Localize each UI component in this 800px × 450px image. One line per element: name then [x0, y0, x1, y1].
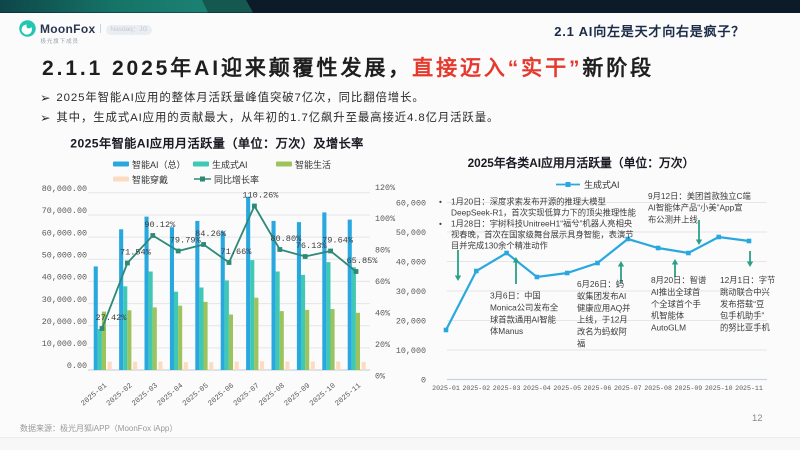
svg-text:2025-01: 2025-01 — [432, 385, 460, 392]
svg-text:机智能体: 机智能体 — [651, 311, 685, 321]
svg-text:80,000.00: 80,000.00 — [42, 184, 87, 194]
svg-text:蚁集团发布AI: 蚁集团发布AI — [577, 291, 626, 301]
svg-text:2025-04: 2025-04 — [523, 385, 551, 392]
svg-text:2025-10: 2025-10 — [309, 382, 338, 408]
svg-text:•: • — [439, 219, 442, 229]
svg-text:2025年智能AI应用月活跃量（单位：万次）及增长率: 2025年智能AI应用月活跃量（单位：万次）及增长率 — [70, 136, 363, 151]
svg-text:71.54%: 71.54% — [120, 248, 152, 258]
svg-text:AI智能体产品“小美”App宣: AI智能体产品“小美”App宣 — [648, 203, 743, 213]
svg-text:包手机助手”: 包手机助手” — [720, 311, 764, 321]
svg-text:同比增长率: 同比增长率 — [214, 174, 259, 185]
svg-text:120%: 120% — [375, 183, 396, 193]
svg-text:健康应用AQ并: 健康应用AQ并 — [577, 303, 630, 313]
svg-text:2025-04: 2025-04 — [156, 382, 185, 408]
svg-text:改名为蚂蚁阿: 改名为蚂蚁阿 — [577, 327, 627, 337]
svg-text:0: 0 — [421, 376, 426, 386]
svg-text:50,000: 50,000 — [396, 228, 426, 238]
svg-text:76.13%: 76.13% — [296, 241, 328, 251]
svg-text:2025-11: 2025-11 — [735, 385, 763, 392]
svg-text:AutoGLM: AutoGLM — [651, 323, 686, 333]
svg-text:上线，于12月: 上线，于12月 — [577, 315, 628, 325]
svg-text:2025-08: 2025-08 — [644, 385, 672, 392]
svg-text:79.64%: 79.64% — [322, 236, 354, 246]
svg-text:27.42%: 27.42% — [96, 313, 128, 323]
svg-text:生成式AI: 生成式AI — [584, 179, 620, 190]
svg-text:个全球首个手: 个全球首个手 — [651, 299, 701, 309]
svg-text:10,000: 10,000 — [396, 346, 426, 356]
svg-text:2025-03: 2025-03 — [131, 382, 160, 408]
svg-text:60,000.00: 60,000.00 — [42, 228, 87, 238]
svg-text:9月12日：美团首款独立C端: 9月12日：美团首款独立C端 — [648, 191, 751, 201]
svg-text:110.26%: 110.26% — [242, 191, 279, 201]
svg-text:跳动联合中兴: 跳动联合中兴 — [720, 287, 770, 297]
svg-text:2025年各类AI应用月活跃量（单位：万次）: 2025年各类AI应用月活跃量（单位：万次） — [468, 156, 695, 170]
svg-text:2025-09: 2025-09 — [675, 385, 703, 392]
svg-text:6月26日：蚂: 6月26日：蚂 — [577, 279, 624, 289]
svg-text:2025-08: 2025-08 — [258, 382, 287, 408]
svg-text:40,000: 40,000 — [396, 258, 426, 268]
svg-text:视春晚，首次在国家级舞台展示具身智能，表演节: 视春晚，首次在国家级舞台展示具身智能，表演节 — [451, 230, 634, 240]
svg-text:60,000: 60,000 — [396, 199, 426, 209]
svg-text:生成式AI: 生成式AI — [212, 159, 248, 170]
svg-text:30,000.00: 30,000.00 — [42, 295, 87, 305]
svg-text:1月28日：宇树科技UnitreeH1“福兮”机器人亮相央: 1月28日：宇树科技UnitreeH1“福兮”机器人亮相央 — [451, 219, 633, 229]
svg-text:20,000: 20,000 — [396, 317, 426, 327]
svg-text:84.26%: 84.26% — [195, 229, 227, 239]
svg-text:2025-06: 2025-06 — [207, 382, 236, 408]
svg-text:100%: 100% — [375, 214, 396, 224]
svg-text:3月6日：中国: 3月6日：中国 — [490, 291, 541, 301]
svg-text:1月20日：深度求索发布开源的推理大模型: 1月20日：深度求索发布开源的推理大模型 — [451, 197, 606, 207]
svg-text:布公测并上线: 布公测并上线 — [648, 214, 698, 224]
svg-text:2025-02: 2025-02 — [462, 385, 490, 392]
svg-text:10,000.00: 10,000.00 — [42, 339, 87, 349]
svg-text:8月20日：智谱: 8月20日：智谱 — [651, 275, 706, 285]
svg-text:2025-05: 2025-05 — [553, 385, 581, 392]
svg-text:20%: 20% — [375, 340, 391, 350]
svg-text:球首款通用AI智能: 球首款通用AI智能 — [490, 314, 556, 324]
svg-text:2025-01: 2025-01 — [80, 382, 109, 408]
svg-text:2025-03: 2025-03 — [493, 385, 521, 392]
svg-text:2025-05: 2025-05 — [182, 382, 211, 408]
svg-text:2025-07: 2025-07 — [614, 385, 642, 392]
svg-text:•: • — [439, 197, 442, 207]
svg-text:智能穿戴: 智能穿戴 — [132, 174, 168, 185]
svg-text:智能生活: 智能生活 — [295, 159, 331, 170]
svg-text:DeepSeek-R1，首次实现低算力下的顶尖推理性能: DeepSeek-R1，首次实现低算力下的顶尖推理性能 — [451, 208, 636, 218]
svg-text:2025-10: 2025-10 — [705, 385, 733, 392]
svg-text:的努比亚手机: 的努比亚手机 — [720, 323, 770, 333]
svg-text:AI推出全球首: AI推出全球首 — [651, 287, 700, 297]
svg-text:12月1日：字节: 12月1日：字节 — [720, 275, 775, 285]
svg-text:79.79%: 79.79% — [170, 236, 202, 246]
svg-text:80.80%: 80.80% — [270, 234, 302, 244]
svg-text:体Manus: 体Manus — [490, 326, 523, 336]
svg-text:60%: 60% — [375, 277, 391, 287]
svg-text:20,000.00: 20,000.00 — [42, 317, 87, 327]
svg-text:40%: 40% — [375, 309, 391, 319]
svg-text:0.00: 0.00 — [67, 361, 87, 371]
svg-text:Monica公司发布全: Monica公司发布全 — [490, 302, 559, 312]
svg-text:65.85%: 65.85% — [347, 256, 379, 266]
svg-text:2025-09: 2025-09 — [283, 382, 312, 408]
svg-text:80%: 80% — [375, 246, 391, 256]
svg-text:30,000: 30,000 — [396, 287, 426, 297]
svg-text:2025-11: 2025-11 — [334, 382, 363, 408]
svg-text:70,000.00: 70,000.00 — [42, 206, 87, 216]
svg-text:福: 福 — [577, 339, 585, 349]
svg-text:2025-02: 2025-02 — [105, 382, 134, 408]
svg-text:目并完成130余个精准动作: 目并完成130余个精准动作 — [451, 241, 548, 251]
svg-text:发布搭载“豆: 发布搭载“豆 — [720, 299, 764, 309]
svg-text:2025-07: 2025-07 — [232, 382, 261, 408]
svg-text:0%: 0% — [375, 372, 386, 382]
svg-text:50,000.00: 50,000.00 — [42, 250, 87, 260]
svg-text:40,000.00: 40,000.00 — [42, 273, 87, 283]
svg-text:90.12%: 90.12% — [144, 220, 176, 230]
svg-text:71.66%: 71.66% — [221, 247, 253, 257]
svg-text:2025-06: 2025-06 — [584, 385, 612, 392]
svg-text:智能AI（总）: 智能AI（总） — [132, 159, 186, 170]
